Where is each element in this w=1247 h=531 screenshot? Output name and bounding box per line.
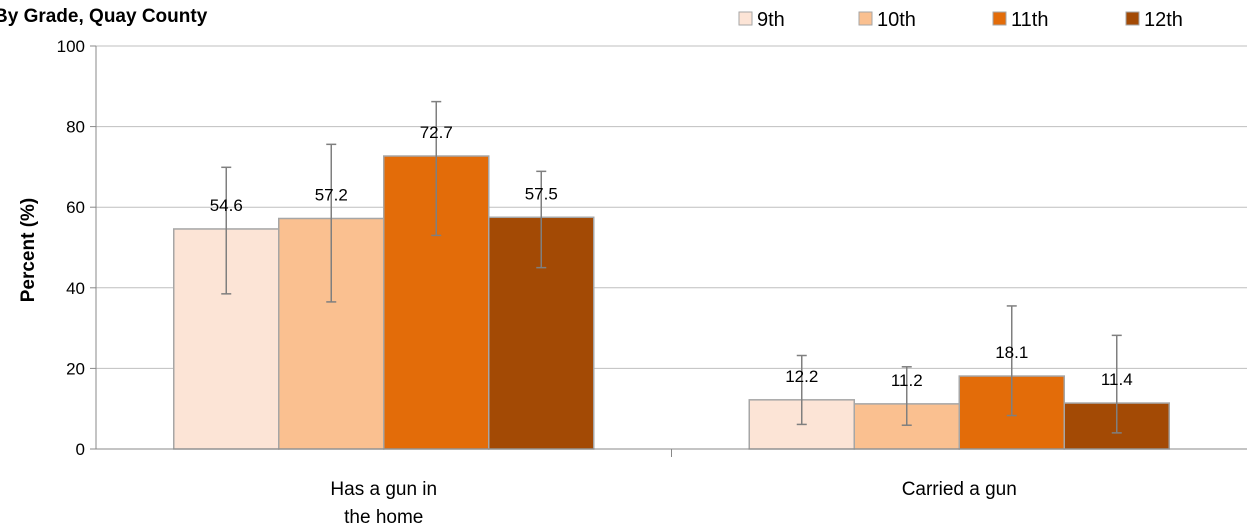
legend-label: 11th (1011, 9, 1048, 31)
data-label: 11.4 (1101, 370, 1133, 389)
data-label: 11.2 (891, 371, 923, 390)
y-tick-label: 100 (57, 37, 85, 56)
data-label: 18.1 (995, 343, 1028, 362)
y-tick-label: 0 (76, 440, 85, 459)
legend-swatch (992, 11, 1007, 26)
legend: 9th 10th 11th 12th (738, 9, 1183, 31)
data-label: 54.6 (210, 196, 243, 215)
legend-swatch (738, 11, 753, 26)
chart-title: By Grade, Quay County (0, 6, 208, 27)
y-axis: 0 20 40 60 80 100 (57, 37, 97, 459)
data-label: 57.2 (315, 185, 348, 204)
data-label: 72.7 (420, 123, 453, 142)
legend-label: 9th (757, 9, 785, 31)
x-category-label: the home (344, 507, 423, 528)
x-axis: Has a gun in the home Carried a gun (96, 448, 1247, 528)
y-axis-label: Percent (%) (18, 198, 39, 303)
x-category-label: Carried a gun (902, 479, 1017, 500)
data-label: 12.2 (785, 367, 818, 386)
legend-label: 12th (1144, 9, 1183, 31)
legend-swatch (858, 11, 873, 26)
data-labels: 54.6 57.2 72.7 57.5 12.2 11.2 18.1 11.4 (210, 123, 1133, 390)
y-tick-label: 80 (66, 118, 85, 137)
y-tick-label: 40 (66, 279, 85, 298)
legend-label: 10th (877, 9, 916, 31)
data-label: 57.5 (525, 184, 558, 203)
y-tick-label: 60 (66, 198, 85, 217)
y-tick-label: 20 (66, 359, 85, 378)
error-bars (221, 100, 1122, 434)
x-category-label: Has a gun in (330, 479, 437, 500)
legend-swatch (1125, 11, 1140, 26)
